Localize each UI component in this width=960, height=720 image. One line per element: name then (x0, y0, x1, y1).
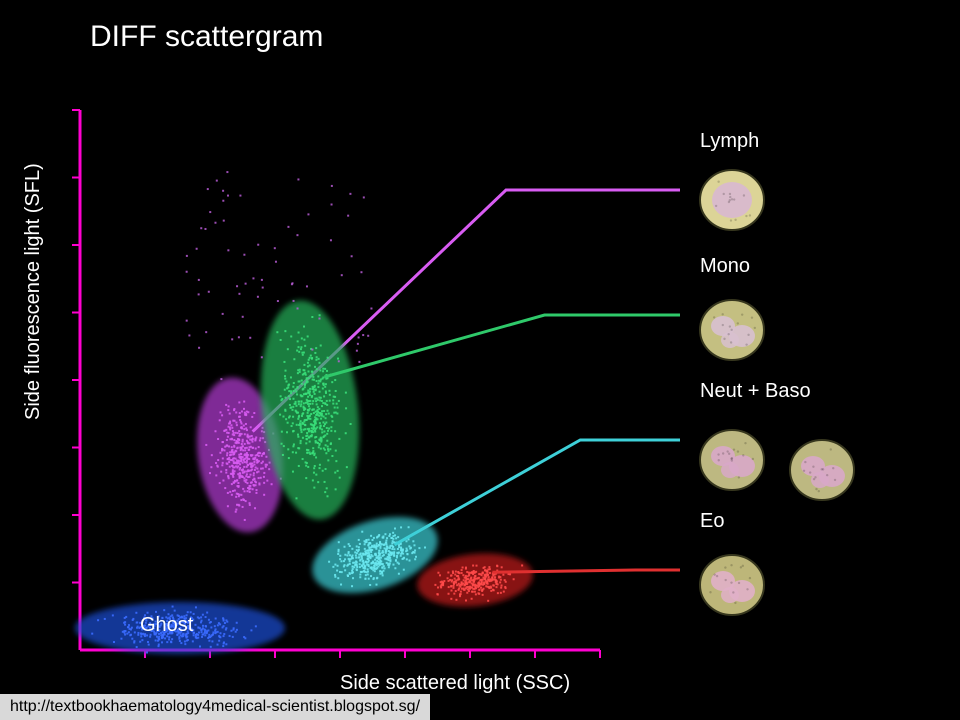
legend-lymph: Lymph (700, 130, 759, 153)
plot-svg (0, 0, 960, 720)
legend-eo: Eo (700, 510, 724, 533)
cluster-label-ghost: Ghost (140, 614, 193, 637)
legend-neut-baso: Neut + Baso (700, 380, 811, 403)
scattergram-figure: DIFF scattergram Side scattered light (S… (0, 0, 960, 720)
source-footer: http://textbookhaematology4medical-scien… (0, 694, 430, 720)
cluster-eo (415, 548, 536, 612)
x-axis-label: Side scattered light (SSC) (340, 672, 570, 695)
legend-mono: Mono (700, 255, 750, 278)
y-axis-label: Side fluorescence light (SFL) (22, 163, 45, 420)
chart-title: DIFF scattergram (90, 20, 323, 54)
